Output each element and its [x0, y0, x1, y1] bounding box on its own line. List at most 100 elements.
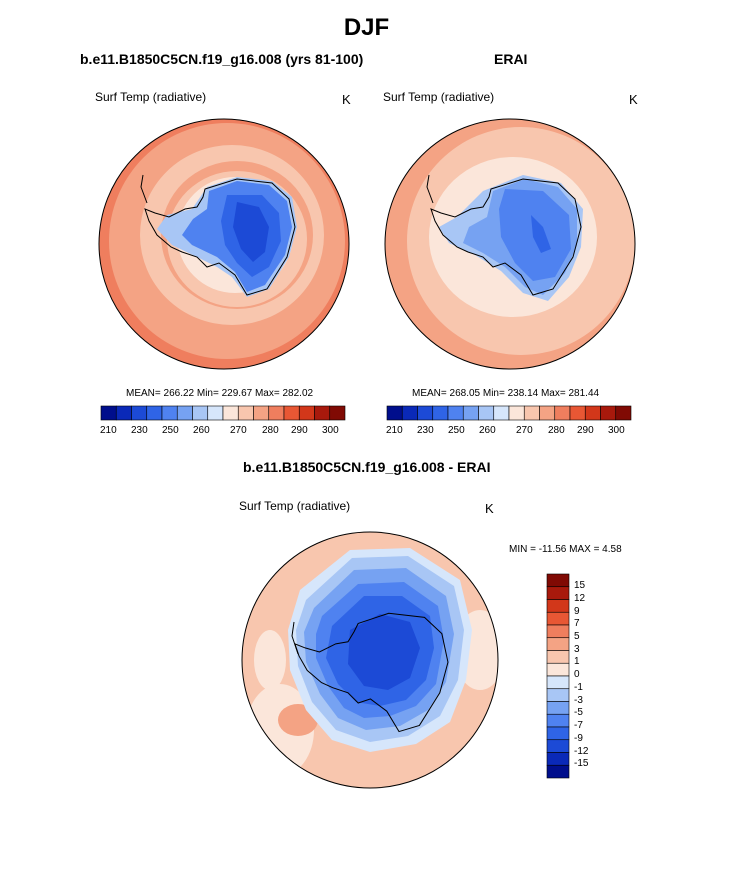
panel-1-colorbar	[100, 405, 346, 421]
panel-2-tick-label: 290	[577, 425, 594, 436]
antarctica-coastline	[144, 178, 296, 296]
colorbar-swatch	[386, 405, 403, 421]
panel-1-variable-label: Surf Temp (radiative)	[95, 90, 207, 104]
colorbar-swatch	[546, 726, 570, 741]
panel-2-tick-label: 230	[417, 425, 434, 436]
colorbar-swatch	[314, 405, 331, 421]
colorbar-swatch	[569, 405, 586, 421]
colorbar-swatch	[539, 405, 556, 421]
peninsula-coastline	[140, 174, 148, 204]
panel-1-tick-label: 270	[230, 425, 247, 436]
panel-1-colorbar-ticks: 210 230 250 260 270 280 290 300	[100, 425, 345, 439]
colorbar-swatch	[546, 662, 570, 677]
colorbar-swatch	[546, 650, 570, 664]
antarctica-interior-region	[531, 215, 551, 253]
panel-2-tick-label: 300	[608, 425, 625, 436]
diff-tick-label: -12	[574, 746, 589, 757]
diff-tick-label: 12	[574, 593, 586, 604]
colorbar-swatch	[100, 405, 117, 421]
colorbar-swatch	[584, 405, 601, 421]
panel-2-tick-label: 280	[548, 425, 565, 436]
panel-1-tick-label: 290	[291, 425, 308, 436]
colorbar-swatch	[546, 675, 570, 690]
diff-tick-label: -1	[574, 682, 583, 693]
colorbar-swatch	[615, 405, 632, 421]
colorbar-swatch	[546, 752, 570, 766]
colorbar-swatch	[546, 701, 570, 715]
colorbar-swatch	[401, 405, 418, 421]
colorbar-swatch	[447, 405, 464, 421]
diff-tick-label: 1	[574, 656, 580, 667]
colorbar-swatch	[546, 764, 570, 779]
diff-tick-label: 15	[574, 580, 586, 591]
colorbar-swatch	[546, 688, 570, 702]
panel-1-title: b.e11.B1850C5CN.f19_g16.008 (yrs 81-100)	[80, 51, 364, 67]
panel-1-tick-label: 300	[322, 425, 339, 436]
panel-2-tick-label: 270	[516, 425, 533, 436]
diff-colorbar-ticks: 15 12 9 7 5 3 1 0 -1 -3 -5 -7 -9 -12 -15	[574, 574, 614, 778]
panel-1-stats: MEAN= 266.22 Min= 229.67 Max= 282.02	[126, 388, 314, 399]
colorbar-swatch	[283, 405, 300, 421]
colorbar-swatch	[546, 599, 570, 613]
colorbar-swatch	[546, 739, 570, 753]
colorbar-swatch	[600, 405, 617, 421]
diff-tick-label: 7	[574, 618, 580, 629]
diff-tick-label: -9	[574, 733, 583, 744]
colorbar-swatch	[546, 573, 570, 588]
diff-panel-map	[241, 531, 499, 789]
diff-panel-variable-label: Surf Temp (radiative)	[239, 499, 351, 513]
colorbar-swatch	[546, 611, 570, 626]
colorbar-swatch	[432, 405, 449, 421]
colorbar-swatch	[146, 405, 163, 421]
colorbar-swatch	[546, 586, 570, 600]
colorbar-swatch	[508, 405, 525, 421]
colorbar-swatch	[554, 405, 571, 421]
panel-2-stats: MEAN= 268.05 Min= 238.14 Max= 281.44	[412, 388, 600, 399]
diff-tick-label: 3	[574, 644, 580, 655]
colorbar-swatch	[493, 405, 510, 421]
colorbar-swatch	[298, 405, 315, 421]
diff-colorbar	[546, 573, 570, 779]
panel-1-tick-label: 250	[162, 425, 179, 436]
colorbar-swatch	[192, 405, 209, 421]
peninsula-coastline	[426, 174, 434, 204]
panel-1-tick-label: 260	[193, 425, 210, 436]
panel-2-tick-label: 250	[448, 425, 465, 436]
diff-panel-stats: MIN = -11.56 MAX = 4.58	[509, 544, 622, 555]
colorbar-swatch	[546, 624, 570, 639]
panel-2-title: ERAI	[494, 51, 528, 67]
antarctica-coastline	[294, 612, 449, 733]
panel-2-tick-label: 260	[479, 425, 496, 436]
colorbar-swatch	[207, 405, 224, 421]
diff-tick-label: 9	[574, 606, 580, 617]
diff-tick-label: 5	[574, 631, 580, 642]
colorbar-swatch	[329, 405, 346, 421]
colorbar-swatch	[268, 405, 285, 421]
panel-1-tick-label: 210	[100, 425, 117, 436]
panel-2-colorbar	[386, 405, 632, 421]
colorbar-swatch	[546, 637, 570, 651]
diff-tick-label: -5	[574, 707, 583, 718]
panel-2-map	[384, 118, 636, 370]
diff-panel-units-label: K	[485, 501, 494, 516]
panel-1-units-label: K	[342, 92, 351, 107]
map-boundary	[241, 531, 499, 789]
figure-title: DJF	[343, 14, 390, 41]
colorbar-swatch	[417, 405, 434, 421]
colorbar-swatch	[462, 405, 479, 421]
colorbar-swatch	[222, 405, 239, 421]
panel-2-tick-label: 210	[386, 425, 403, 436]
panel-1-map	[98, 118, 350, 370]
diff-tick-label: -7	[574, 720, 583, 731]
colorbar-swatch	[131, 405, 148, 421]
panel-2-variable-label: Surf Temp (radiative)	[383, 90, 495, 104]
colorbar-swatch	[161, 405, 178, 421]
antarctica-coastline	[430, 178, 582, 296]
colorbar-swatch	[115, 405, 132, 421]
diff-panel-title: b.e11.B1850C5CN.f19_g16.008 - ERAI	[243, 459, 491, 475]
panel-1-tick-label: 280	[262, 425, 279, 436]
panel-2-colorbar-ticks: 210 230 250 260 270 280 290 300	[386, 425, 631, 439]
diff-tick-label: -3	[574, 695, 583, 706]
panel-1-tick-label: 230	[131, 425, 148, 436]
diff-tick-label: -15	[574, 758, 589, 769]
